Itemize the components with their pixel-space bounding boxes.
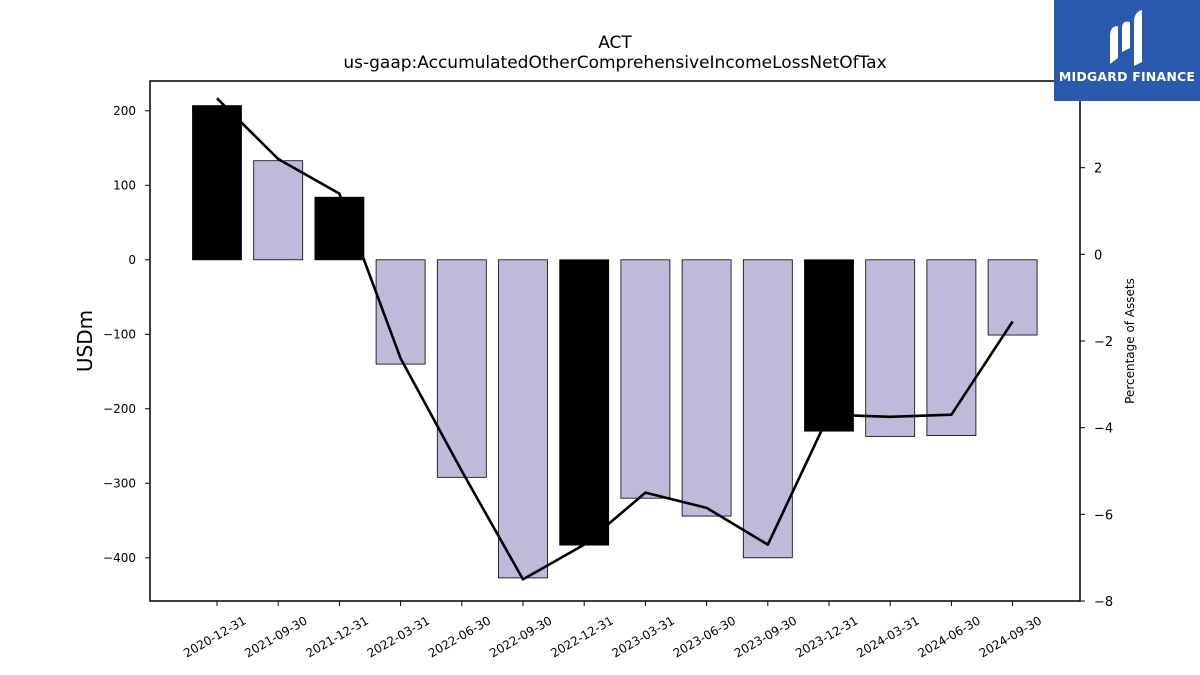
bar xyxy=(926,259,977,437)
y-tick-label: 0 xyxy=(128,253,136,267)
bar-group xyxy=(192,105,1038,579)
y2-tick-label: 0 xyxy=(1094,248,1102,263)
y2-tick-label: −4 xyxy=(1094,422,1113,437)
bar xyxy=(192,105,242,261)
y-tick-label: −100 xyxy=(103,327,136,341)
y-axis-label-left: USDm xyxy=(73,310,97,372)
x-tick-label: 2022-06-30 xyxy=(426,613,493,660)
y-axis-left: −400 −300 −200 −100 0 100 200 xyxy=(103,104,150,565)
y-tick-label: −300 xyxy=(103,476,136,490)
bar xyxy=(865,259,916,437)
y2-tick-label: 2 xyxy=(1094,162,1102,177)
y-tick-label: −200 xyxy=(103,402,136,416)
bar xyxy=(436,259,487,478)
x-tick-label: 2021-12-31 xyxy=(303,613,370,660)
x-tick-label: 2022-09-30 xyxy=(487,613,554,660)
chart-title: ACT xyxy=(598,33,632,53)
x-tick-label: 2023-12-31 xyxy=(793,613,860,660)
x-tick-label: 2024-06-30 xyxy=(915,613,982,660)
bar xyxy=(253,160,304,261)
bar xyxy=(620,259,671,499)
x-tick-label: 2021-09-30 xyxy=(242,613,309,660)
y2-tick-label: −8 xyxy=(1094,595,1113,610)
x-tick-label: 2023-09-30 xyxy=(732,613,799,660)
bar xyxy=(742,259,793,559)
brand-logo: MIDGARD FINANCE xyxy=(1054,0,1200,101)
bar xyxy=(559,259,610,546)
x-tick-label: 2023-06-30 xyxy=(671,613,738,660)
x-tick-label: 2024-03-31 xyxy=(854,613,921,660)
bar xyxy=(498,259,548,579)
x-tick-label: 2022-12-31 xyxy=(548,613,615,660)
y2-tick-label: −6 xyxy=(1094,508,1113,523)
x-tick-label: 2022-03-31 xyxy=(365,613,432,660)
x-axis: 2020-12-312021-09-302021-12-312022-03-31… xyxy=(181,601,1044,660)
x-tick-label: 2024-09-30 xyxy=(977,613,1044,660)
bar xyxy=(681,259,732,517)
line-group xyxy=(216,97,1014,581)
y-tick-label: −400 xyxy=(103,551,136,565)
y-axis-label-right: Percentage of Assets xyxy=(1123,278,1137,404)
bar xyxy=(804,259,854,432)
x-tick-label: 2023-03-31 xyxy=(609,613,676,660)
bar xyxy=(314,196,365,261)
series-line xyxy=(216,97,1014,581)
chart-subtitle: us-gaap:AccumulatedOtherComprehensiveInc… xyxy=(343,53,886,73)
y-axis-right: −8 −6 −4 −2 0 2 xyxy=(1080,162,1113,610)
y-tick-label: 200 xyxy=(113,104,136,118)
y2-tick-label: −2 xyxy=(1094,335,1113,350)
x-tick-label: 2020-12-31 xyxy=(181,613,248,660)
brand-name: MIDGARD FINANCE xyxy=(1058,69,1196,84)
y-tick-label: 100 xyxy=(113,178,136,192)
logo-mark-icon xyxy=(1110,10,1142,66)
